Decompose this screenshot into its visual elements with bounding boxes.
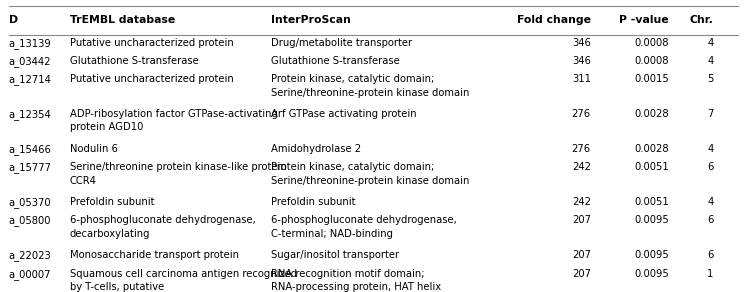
Text: 6: 6 bbox=[707, 251, 713, 260]
Text: 0.0095: 0.0095 bbox=[634, 251, 669, 260]
Text: ADP-ribosylation factor GTPase-activating
protein AGD10: ADP-ribosylation factor GTPase-activatin… bbox=[70, 109, 278, 133]
Text: 0.0095: 0.0095 bbox=[634, 269, 669, 279]
Text: 6-phosphogluconate dehydrogenase,
decarboxylating: 6-phosphogluconate dehydrogenase, decarb… bbox=[70, 215, 255, 239]
Text: 242: 242 bbox=[571, 162, 591, 172]
Text: 4: 4 bbox=[707, 144, 713, 154]
Text: 4: 4 bbox=[707, 56, 713, 66]
Text: 7: 7 bbox=[707, 109, 713, 119]
Text: Prefoldin subunit: Prefoldin subunit bbox=[271, 197, 356, 207]
Text: Protein kinase, catalytic domain;
Serine/threonine-protein kinase domain: Protein kinase, catalytic domain; Serine… bbox=[271, 162, 469, 186]
Text: 0.0028: 0.0028 bbox=[634, 109, 669, 119]
Text: 6-phosphogluconate dehydrogenase,
C-terminal; NAD-binding: 6-phosphogluconate dehydrogenase, C-term… bbox=[271, 215, 456, 239]
Text: P -value: P -value bbox=[619, 15, 669, 25]
Text: a_00007: a_00007 bbox=[9, 269, 52, 279]
Text: 0.0051: 0.0051 bbox=[634, 197, 669, 207]
Text: Serine/threonine protein kinase-like protein
CCR4: Serine/threonine protein kinase-like pro… bbox=[70, 162, 287, 186]
Text: 0.0028: 0.0028 bbox=[634, 144, 669, 154]
Text: a_03442: a_03442 bbox=[9, 56, 52, 67]
Text: Putative uncharacterized protein: Putative uncharacterized protein bbox=[70, 74, 234, 84]
Text: 276: 276 bbox=[571, 144, 591, 154]
Text: a_05370: a_05370 bbox=[9, 197, 52, 208]
Text: 0.0008: 0.0008 bbox=[634, 38, 669, 48]
Text: 4: 4 bbox=[707, 197, 713, 207]
Text: Glutathione S-transferase: Glutathione S-transferase bbox=[271, 56, 400, 66]
Text: 6: 6 bbox=[707, 215, 713, 225]
Text: 0.0095: 0.0095 bbox=[634, 215, 669, 225]
Text: 207: 207 bbox=[571, 215, 591, 225]
Text: Protein kinase, catalytic domain;
Serine/threonine-protein kinase domain: Protein kinase, catalytic domain; Serine… bbox=[271, 74, 469, 98]
Text: Putative uncharacterized protein: Putative uncharacterized protein bbox=[70, 38, 234, 48]
Text: 346: 346 bbox=[572, 56, 591, 66]
Text: Arf GTPase activating protein: Arf GTPase activating protein bbox=[271, 109, 416, 119]
Text: Drug/metabolite transporter: Drug/metabolite transporter bbox=[271, 38, 412, 48]
Text: 207: 207 bbox=[571, 251, 591, 260]
Text: 6: 6 bbox=[707, 162, 713, 172]
Text: Amidohydrolase 2: Amidohydrolase 2 bbox=[271, 144, 361, 154]
Text: Glutathione S-transferase: Glutathione S-transferase bbox=[70, 56, 199, 66]
Text: 276: 276 bbox=[571, 109, 591, 119]
Text: Monosaccharide transport protein: Monosaccharide transport protein bbox=[70, 251, 239, 260]
Text: 0.0008: 0.0008 bbox=[634, 56, 669, 66]
Text: a_22023: a_22023 bbox=[9, 251, 52, 261]
Text: InterProScan: InterProScan bbox=[271, 15, 350, 25]
Text: Nodulin 6: Nodulin 6 bbox=[70, 144, 118, 154]
Text: 5: 5 bbox=[707, 74, 713, 84]
Text: a_15466: a_15466 bbox=[9, 144, 52, 155]
Text: 4: 4 bbox=[707, 38, 713, 48]
Text: Squamous cell carcinoma antigen recognized
by T-cells, putative: Squamous cell carcinoma antigen recogniz… bbox=[70, 269, 297, 292]
Text: Sugar/inositol transporter: Sugar/inositol transporter bbox=[271, 251, 399, 260]
Text: RNA recognition motif domain;
RNA-processing protein, HAT helix: RNA recognition motif domain; RNA-proces… bbox=[271, 269, 441, 292]
Text: a_05800: a_05800 bbox=[9, 215, 52, 226]
Text: 346: 346 bbox=[572, 38, 591, 48]
Text: 0.0051: 0.0051 bbox=[634, 162, 669, 172]
Text: a_12354: a_12354 bbox=[9, 109, 52, 120]
Text: a_15777: a_15777 bbox=[9, 162, 52, 173]
Text: a_12714: a_12714 bbox=[9, 74, 52, 85]
Text: 207: 207 bbox=[571, 269, 591, 279]
Text: 311: 311 bbox=[571, 74, 591, 84]
Text: D: D bbox=[9, 15, 18, 25]
Text: Chr.: Chr. bbox=[689, 15, 713, 25]
Text: 0.0015: 0.0015 bbox=[634, 74, 669, 84]
Text: 242: 242 bbox=[571, 197, 591, 207]
Text: Fold change: Fold change bbox=[517, 15, 591, 25]
Text: a_13139: a_13139 bbox=[9, 38, 52, 49]
Text: TrEMBL database: TrEMBL database bbox=[70, 15, 175, 25]
Text: 1: 1 bbox=[707, 269, 713, 279]
Text: Prefoldin subunit: Prefoldin subunit bbox=[70, 197, 155, 207]
